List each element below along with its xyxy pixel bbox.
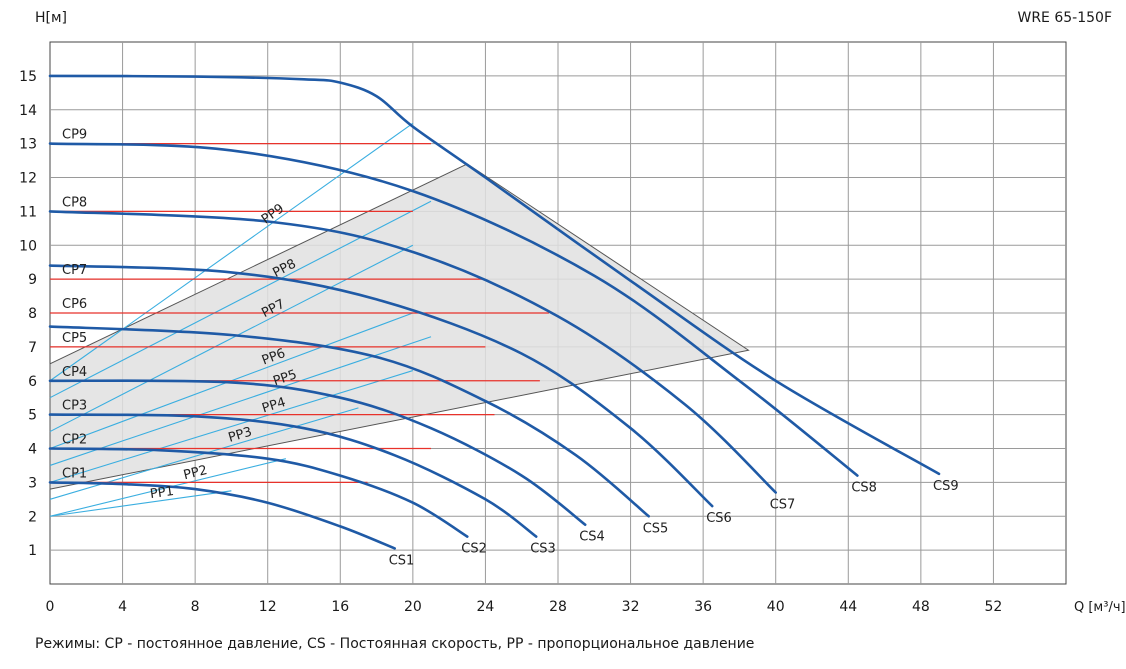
y-tick-label: 4	[28, 442, 37, 458]
y-tick-label: 3	[28, 475, 37, 491]
cs-label: CS4	[579, 530, 605, 545]
pp-line	[49, 490, 232, 517]
axis-ticks: 0 4 8 12 16 20 24 28 32 36 40 44 48 52123456789101112…	[19, 69, 1002, 615]
x-tick-label: 28	[549, 599, 567, 615]
cs-curve	[48, 379, 587, 526]
pp-line	[49, 370, 414, 483]
cs-label: CS2	[461, 542, 487, 557]
y-axis-label: H[м]	[35, 10, 68, 26]
x-tick-label: 36	[694, 599, 712, 615]
cs-curve	[48, 210, 777, 494]
y-tick-label: 8	[28, 306, 37, 322]
cp-label: CP4	[62, 365, 87, 380]
pp-label: PP1	[149, 484, 175, 502]
cs-curves	[48, 74, 941, 550]
x-tick-label: 24	[477, 599, 495, 615]
y-tick-label: 1	[28, 543, 37, 559]
cs-label: CS9	[933, 479, 959, 494]
cp-label: CP9	[62, 128, 87, 143]
y-tick-label: 5	[28, 408, 37, 424]
x-tick-label: 0	[46, 599, 55, 615]
cs-label: CS8	[851, 481, 877, 496]
y-tick-label: 2	[28, 509, 37, 525]
cs-curve	[48, 325, 650, 518]
cp-label: CP7	[62, 263, 87, 278]
x-tick-label: 32	[622, 599, 640, 615]
cs-curve	[48, 413, 538, 538]
y-tick-label: 14	[19, 103, 37, 119]
x-tick-label: 48	[912, 599, 930, 615]
pp-line	[49, 244, 414, 433]
chart-title: WRE 65-150F	[1017, 10, 1112, 26]
cs-curve	[48, 142, 859, 477]
pp-line	[49, 122, 414, 382]
y-tick-label: 15	[19, 69, 37, 85]
y-tick-label: 6	[28, 374, 37, 390]
cp-label: CP6	[62, 297, 87, 312]
x-tick-label: 12	[259, 599, 277, 615]
pp-line	[49, 336, 432, 466]
cp-label: CP1	[62, 466, 87, 481]
pp-label: PP4	[260, 395, 287, 416]
cs-label: CS5	[643, 521, 669, 536]
cs-label: CS6	[706, 511, 732, 526]
cs-label: CS1	[389, 553, 415, 568]
cs-label: CS3	[530, 542, 556, 557]
pp-label: PP3	[227, 425, 254, 446]
x-tick-label: 20	[404, 599, 422, 615]
cp-label: CP3	[62, 399, 87, 414]
pp-label: PP2	[182, 463, 209, 483]
x-tick-label: 52	[985, 599, 1003, 615]
y-tick-label: 10	[19, 238, 37, 254]
y-tick-label: 7	[28, 340, 37, 356]
x-tick-label: 44	[839, 599, 857, 615]
pp-line	[49, 200, 432, 399]
cp-label: CP2	[62, 433, 87, 448]
x-tick-label: 8	[191, 599, 200, 615]
pp-label: PP5	[271, 367, 298, 389]
cp-label: CP8	[62, 195, 87, 210]
x-tick-label: 40	[767, 599, 785, 615]
cs-curve	[48, 447, 469, 538]
cp-label: CP5	[62, 331, 87, 346]
x-axis-label: Q [м³/ч]	[1074, 600, 1126, 615]
cs-curve	[48, 264, 714, 508]
y-tick-label: 11	[19, 204, 37, 220]
cs-label: CS7	[770, 498, 796, 513]
y-tick-label: 13	[19, 137, 37, 153]
cs-curve	[48, 74, 941, 476]
y-tick-label: 12	[19, 171, 37, 187]
legend-caption: Режимы: CP - постоянное давление, CS - П…	[35, 636, 755, 652]
x-tick-label: 4	[118, 599, 127, 615]
x-tick-label: 16	[331, 599, 349, 615]
y-tick-label: 9	[28, 272, 37, 288]
cs-curve	[48, 481, 396, 550]
